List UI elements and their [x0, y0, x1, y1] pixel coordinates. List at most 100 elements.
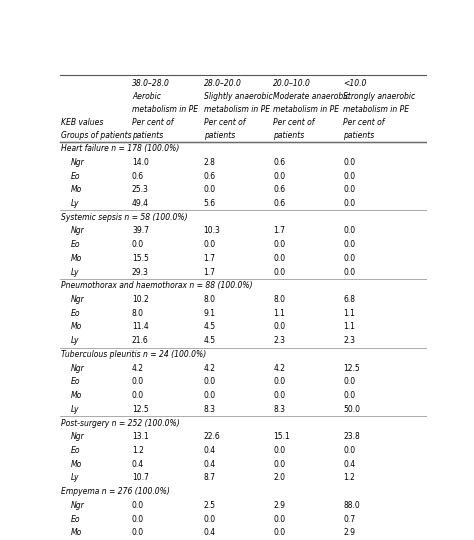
Text: 4.2: 4.2 — [132, 363, 144, 373]
Text: metabolism in PE: metabolism in PE — [204, 105, 270, 114]
Text: Mo: Mo — [71, 391, 82, 400]
Text: 2.3: 2.3 — [343, 336, 355, 345]
Text: <10.0: <10.0 — [343, 79, 366, 88]
Text: 1.1: 1.1 — [343, 309, 355, 318]
Text: 4.5: 4.5 — [204, 322, 216, 332]
Text: 1.2: 1.2 — [343, 474, 355, 482]
Text: 0.0: 0.0 — [273, 515, 285, 524]
Text: 22.6: 22.6 — [204, 432, 220, 441]
Text: 0.0: 0.0 — [343, 240, 356, 249]
Text: 1.7: 1.7 — [273, 226, 285, 235]
Text: 0.4: 0.4 — [343, 460, 356, 469]
Text: 0.0: 0.0 — [343, 268, 356, 276]
Text: Eo: Eo — [71, 446, 81, 455]
Text: 0.0: 0.0 — [343, 226, 356, 235]
Text: Ly: Ly — [71, 405, 80, 414]
Text: Mo: Mo — [71, 254, 82, 263]
Text: 0.4: 0.4 — [132, 460, 144, 469]
Text: 39.7: 39.7 — [132, 226, 149, 235]
Text: 0.0: 0.0 — [343, 172, 356, 180]
Text: 29.3: 29.3 — [132, 268, 149, 276]
Text: Ngr: Ngr — [71, 158, 85, 167]
Text: 1.7: 1.7 — [204, 268, 216, 276]
Text: 8.3: 8.3 — [273, 405, 285, 414]
Text: 1.7: 1.7 — [204, 254, 216, 263]
Text: 0.6: 0.6 — [273, 185, 285, 194]
Text: 8.0: 8.0 — [273, 295, 285, 304]
Text: Aerobic: Aerobic — [132, 92, 161, 101]
Text: 0.4: 0.4 — [204, 460, 216, 469]
Text: Ngr: Ngr — [71, 295, 85, 304]
Text: 0.0: 0.0 — [132, 391, 144, 400]
Text: Systemic sepsis n = 58 (100.0%): Systemic sepsis n = 58 (100.0%) — [61, 213, 188, 222]
Text: Ngr: Ngr — [71, 226, 85, 235]
Text: Ly: Ly — [71, 199, 80, 208]
Text: 0.0: 0.0 — [273, 460, 285, 469]
Text: Per cent of: Per cent of — [273, 118, 315, 127]
Text: 50.0: 50.0 — [343, 405, 360, 414]
Text: Ngr: Ngr — [71, 501, 85, 510]
Text: 0.0: 0.0 — [343, 254, 356, 263]
Text: Moderate anaerobic: Moderate anaerobic — [273, 92, 350, 101]
Text: 0.6: 0.6 — [273, 158, 285, 167]
Text: 0.0: 0.0 — [273, 322, 285, 332]
Text: 12.5: 12.5 — [132, 405, 149, 414]
Text: 2.3: 2.3 — [273, 336, 285, 345]
Text: patients: patients — [132, 131, 163, 140]
Text: 0.0: 0.0 — [343, 185, 356, 194]
Text: Pneumothorax and haemothorax n = 88 (100.0%): Pneumothorax and haemothorax n = 88 (100… — [61, 281, 253, 291]
Text: 0.0: 0.0 — [343, 391, 356, 400]
Text: Eo: Eo — [71, 515, 81, 524]
Text: 25.3: 25.3 — [132, 185, 149, 194]
Text: 4.2: 4.2 — [273, 363, 285, 373]
Text: Per cent of: Per cent of — [343, 118, 384, 127]
Text: 9.1: 9.1 — [204, 309, 216, 318]
Text: 2.8: 2.8 — [204, 158, 216, 167]
Text: 0.0: 0.0 — [343, 158, 356, 167]
Text: 0.0: 0.0 — [273, 240, 285, 249]
Text: 0.4: 0.4 — [204, 528, 216, 537]
Text: patients: patients — [204, 131, 235, 140]
Text: 15.5: 15.5 — [132, 254, 149, 263]
Text: 2.9: 2.9 — [343, 528, 355, 537]
Text: 0.6: 0.6 — [273, 199, 285, 208]
Text: metabolism in PE: metabolism in PE — [343, 105, 410, 114]
Text: 13.1: 13.1 — [132, 432, 149, 441]
Text: 8.0: 8.0 — [204, 295, 216, 304]
Text: 0.0: 0.0 — [204, 240, 216, 249]
Text: 10.3: 10.3 — [204, 226, 220, 235]
Text: 8.0: 8.0 — [132, 309, 144, 318]
Text: 10.7: 10.7 — [132, 474, 149, 482]
Text: Empyema n = 276 (100.0%): Empyema n = 276 (100.0%) — [61, 487, 170, 496]
Text: Per cent of: Per cent of — [204, 118, 245, 127]
Text: Eo: Eo — [71, 377, 81, 386]
Text: 0.0: 0.0 — [273, 268, 285, 276]
Text: 0.0: 0.0 — [273, 172, 285, 180]
Text: Tuberculous pleuritis n = 24 (100.0%): Tuberculous pleuritis n = 24 (100.0%) — [61, 350, 206, 359]
Text: Eo: Eo — [71, 240, 81, 249]
Text: 0.6: 0.6 — [132, 172, 144, 180]
Text: 0.0: 0.0 — [343, 446, 356, 455]
Text: 15.1: 15.1 — [273, 432, 290, 441]
Text: Mo: Mo — [71, 185, 82, 194]
Text: 20.0–10.0: 20.0–10.0 — [273, 79, 311, 88]
Text: 14.0: 14.0 — [132, 158, 149, 167]
Text: metabolism in PE: metabolism in PE — [273, 105, 339, 114]
Text: Groups of patients: Groups of patients — [61, 131, 132, 140]
Text: Slightly anaerobic: Slightly anaerobic — [204, 92, 273, 101]
Text: 0.0: 0.0 — [132, 240, 144, 249]
Text: KEB values: KEB values — [61, 118, 103, 127]
Text: 2.5: 2.5 — [204, 501, 216, 510]
Text: 10.2: 10.2 — [132, 295, 149, 304]
Text: Ly: Ly — [71, 268, 80, 276]
Text: Eo: Eo — [71, 309, 81, 318]
Text: 23.8: 23.8 — [343, 432, 360, 441]
Text: 0.0: 0.0 — [343, 199, 356, 208]
Text: 0.6: 0.6 — [204, 172, 216, 180]
Text: 1.1: 1.1 — [343, 322, 355, 332]
Text: Strongly anaerobic: Strongly anaerobic — [343, 92, 416, 101]
Text: 88.0: 88.0 — [343, 501, 360, 510]
Text: 28.0–20.0: 28.0–20.0 — [204, 79, 241, 88]
Text: 21.6: 21.6 — [132, 336, 149, 345]
Text: Ly: Ly — [71, 474, 80, 482]
